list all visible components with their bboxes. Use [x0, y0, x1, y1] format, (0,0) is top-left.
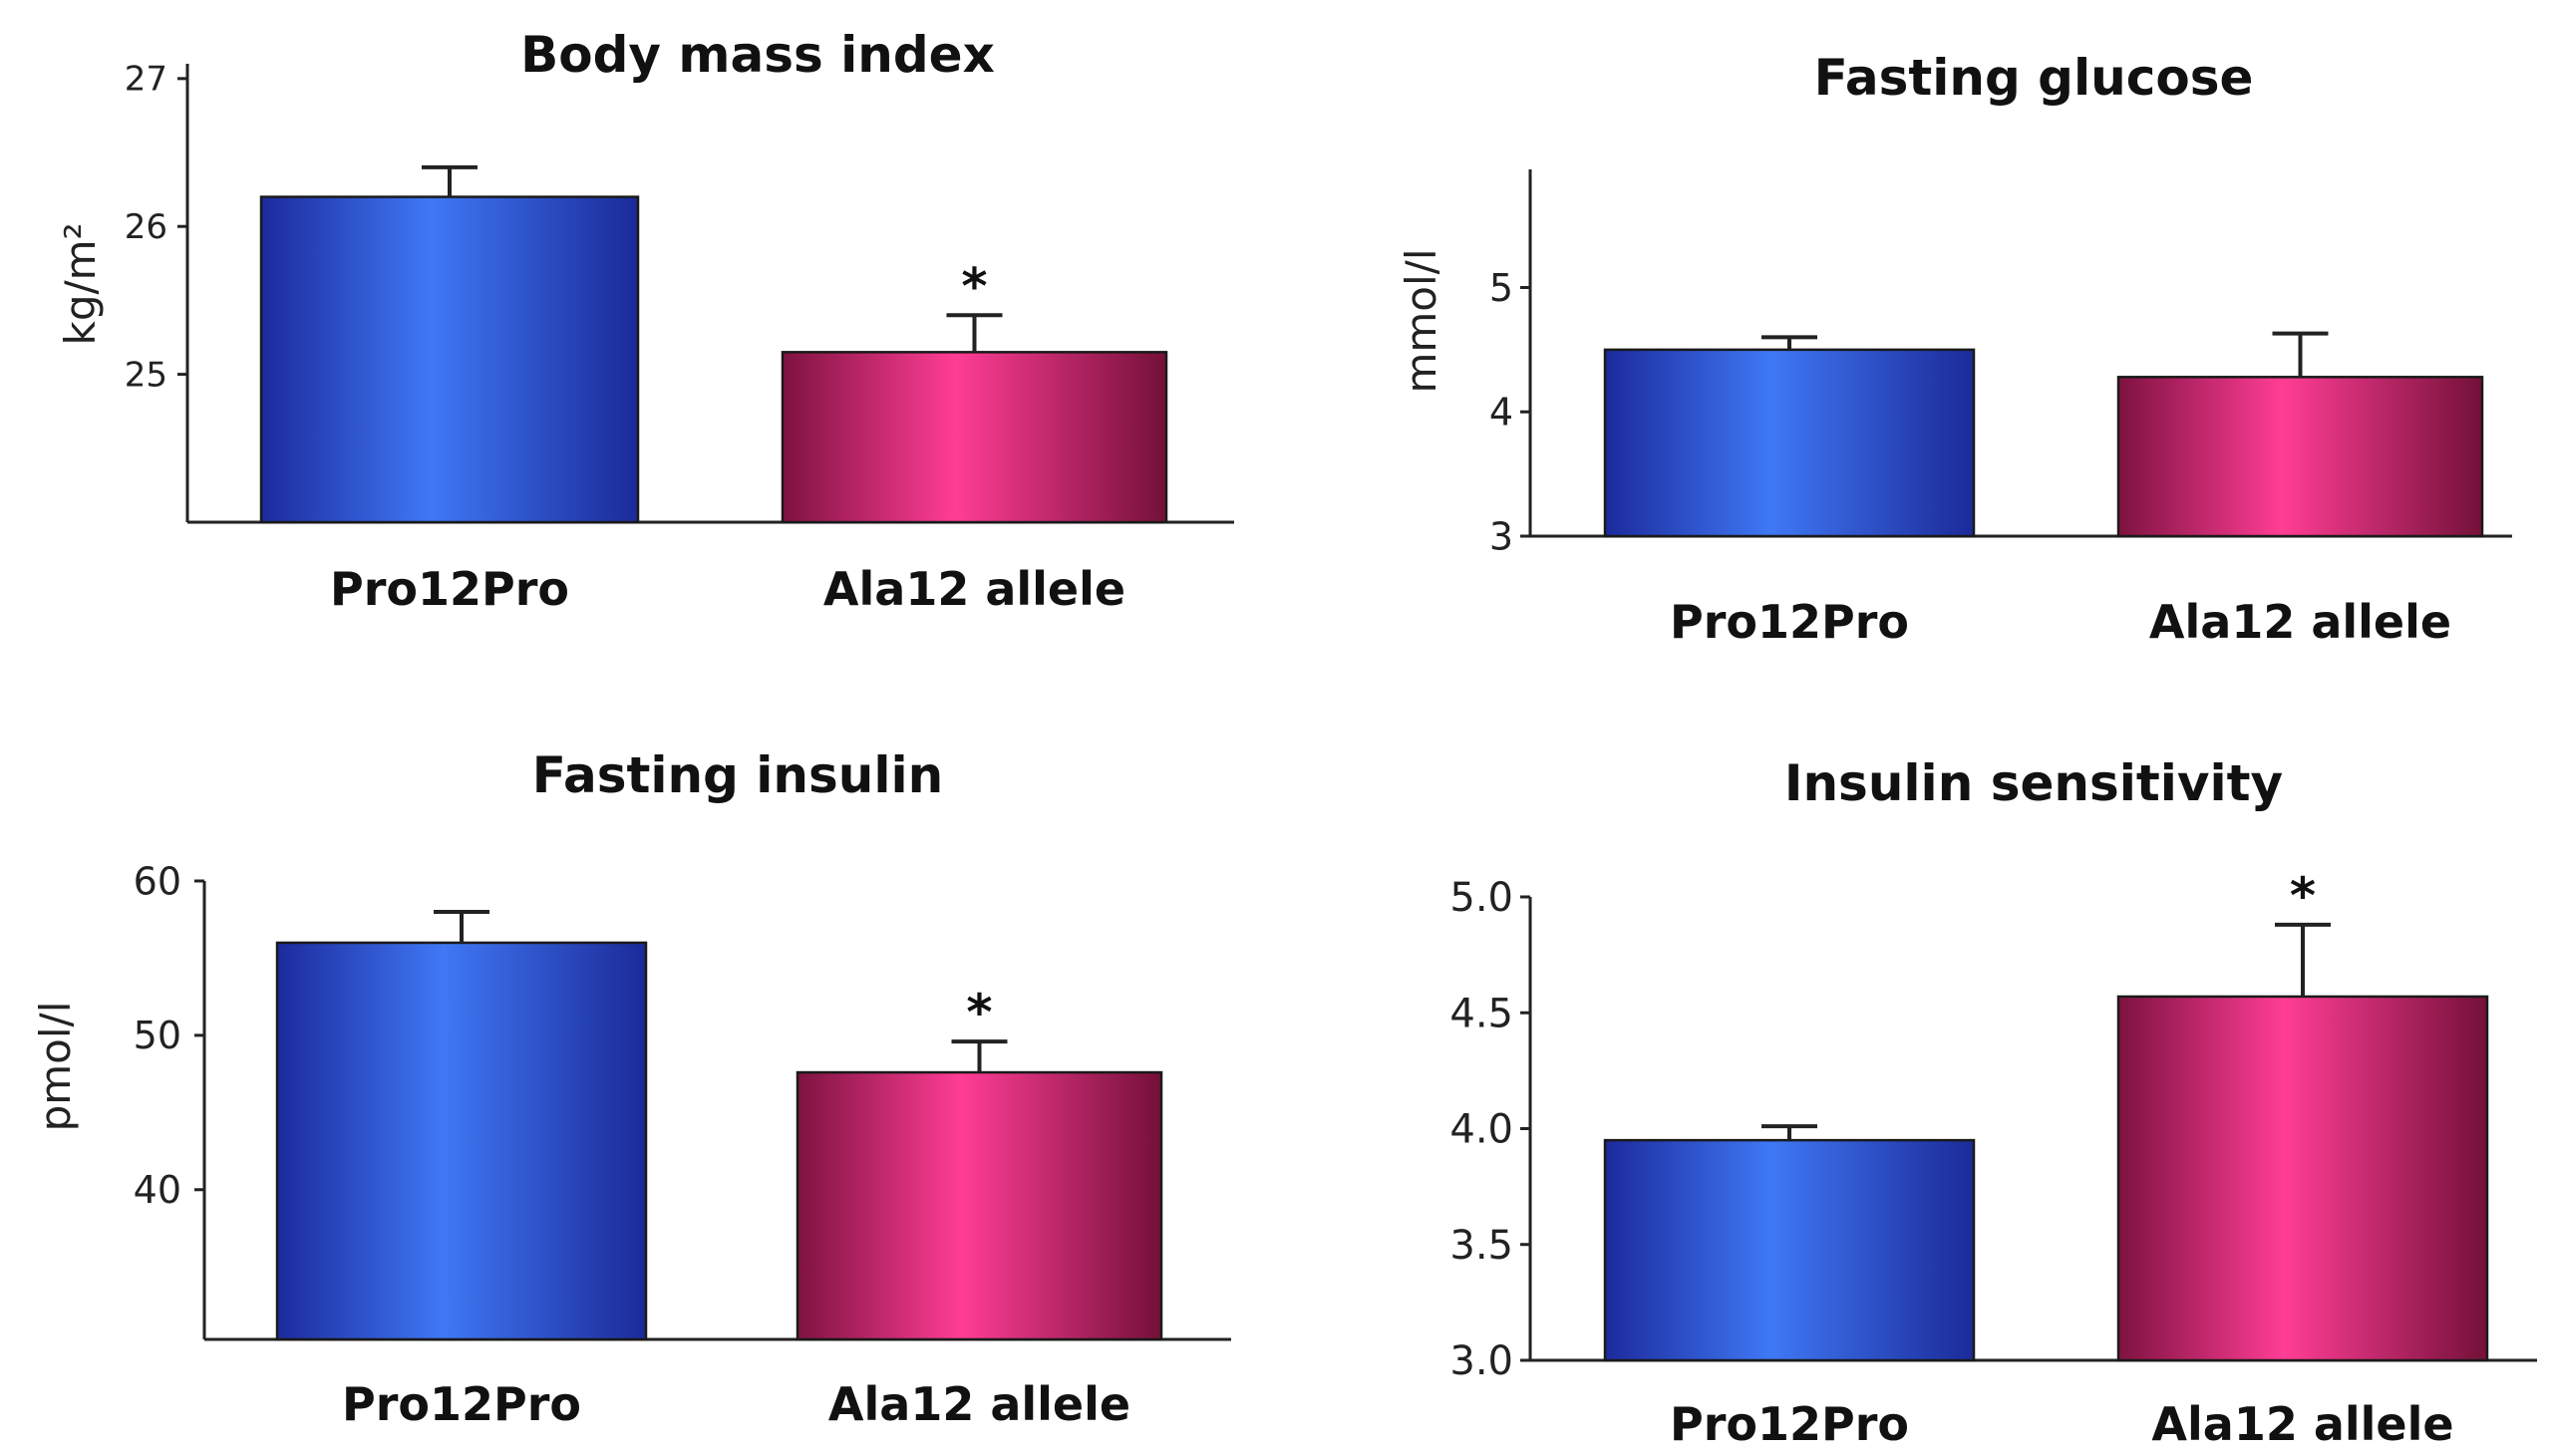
y-axis-label: pmol/l	[31, 1002, 80, 1132]
x-category-label: Ala12 allele	[2151, 1397, 2453, 1451]
y-tick-label: 3.5	[1449, 1223, 1513, 1269]
chart-panel-3: Fasting insulin pmol/l 40 50 60 Pro12Pro * Ala1…	[31, 746, 1231, 1431]
bar-pro12pro	[275, 941, 648, 1341]
bar-ala12-allele	[2116, 376, 2484, 538]
chart-title: Body mass index	[520, 26, 995, 84]
bar-ala12-allele	[2116, 995, 2489, 1362]
y-tick-label: 27	[125, 60, 167, 100]
significance-marker: *	[961, 257, 987, 315]
y-tick-label: 5.0	[1449, 875, 1513, 921]
chart-panel-1: Body mass index kg/m² 25 26 27 Pro12Pro * Ala12…	[56, 26, 1234, 616]
x-category-label: Pro12Pro	[1670, 595, 1909, 649]
chart-title: Insulin sensitivity	[1784, 754, 2283, 812]
x-category-label: Pro12Pro	[342, 1377, 581, 1431]
y-tick-label: 4	[1489, 391, 1513, 435]
y-tick-label: 4.5	[1449, 991, 1513, 1036]
x-category-label: Pro12Pro	[1670, 1397, 1909, 1451]
y-tick-label: 3.0	[1449, 1338, 1513, 1384]
bar-pro12pro	[1603, 348, 1976, 538]
bar-ala12-allele	[781, 351, 1168, 524]
y-tick-label: 40	[134, 1168, 181, 1212]
bar-pro12pro	[259, 195, 640, 524]
y-axis-label: mmol/l	[1397, 248, 1445, 393]
y-tick-label: 25	[125, 356, 167, 396]
chart-title: Fasting glucose	[1814, 49, 2254, 107]
x-category-label: Ala12 allele	[2149, 595, 2451, 649]
significance-marker: *	[2290, 867, 2316, 925]
y-tick-label: 26	[125, 207, 167, 247]
bar-ala12-allele	[796, 1070, 1163, 1341]
y-tick-label: 50	[134, 1014, 181, 1057]
significance-marker: *	[966, 984, 992, 1041]
y-axis-label: kg/m²	[56, 223, 105, 346]
y-tick-label: 60	[134, 859, 181, 903]
y-tick-label: 5	[1489, 266, 1513, 310]
x-category-label: Ala12 allele	[828, 1377, 1130, 1431]
y-tick-label: 3	[1489, 514, 1513, 558]
y-tick-label: 4.0	[1449, 1107, 1513, 1153]
chart-panel-4: Insulin sensitivity 3.0 3.5 4.0 4.5 5.0 Pro12P…	[1449, 754, 2537, 1451]
chart-panel-2: Fasting glucose mmol/l 3 4 5 Pro12Pro Ala12 al…	[1397, 49, 2512, 649]
x-category-label: Pro12Pro	[330, 562, 569, 616]
bar-pro12pro	[1603, 1138, 1976, 1362]
x-category-label: Ala12 allele	[823, 562, 1125, 616]
chart-title: Fasting insulin	[532, 746, 944, 804]
